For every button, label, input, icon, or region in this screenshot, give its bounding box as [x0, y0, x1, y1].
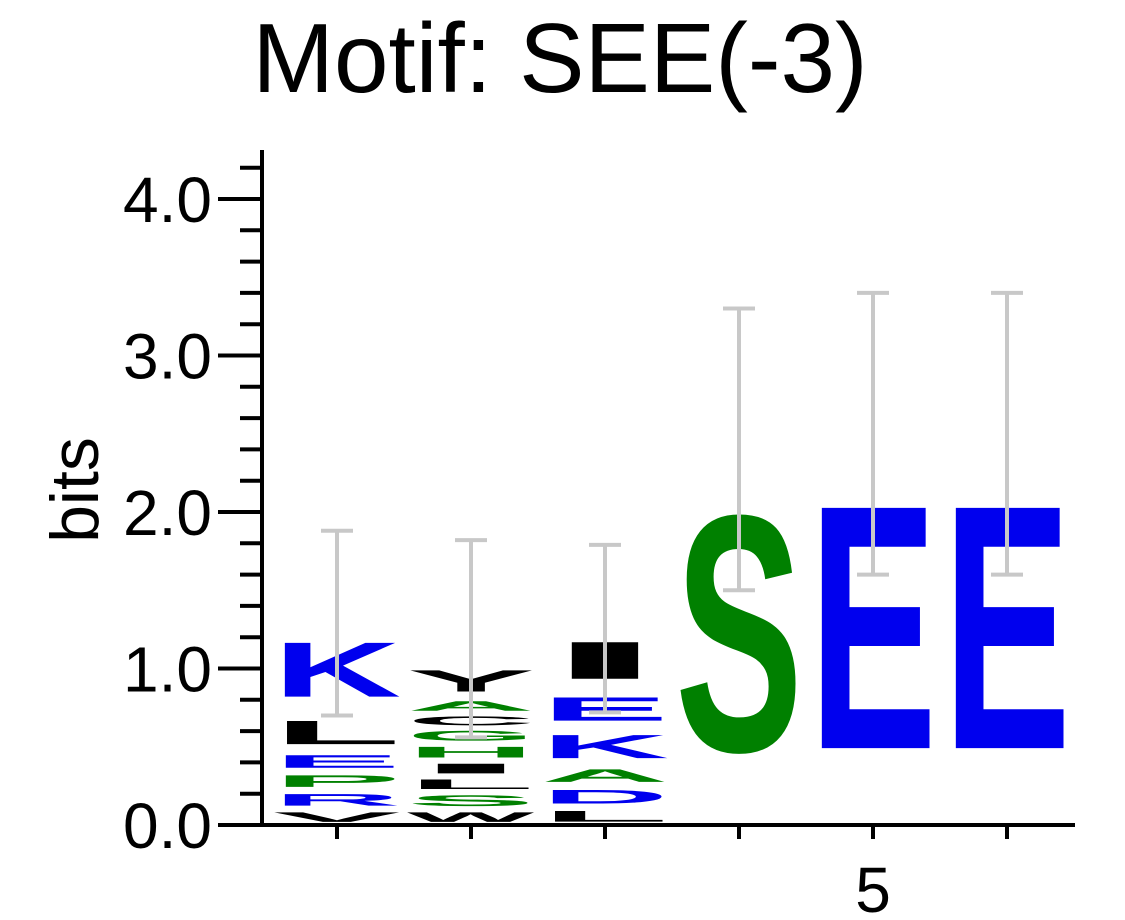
logo-letter-i: I: [407, 761, 535, 777]
logo-letter-k: K: [541, 728, 669, 765]
plot-area: 0.01.02.03.04.05VRPELKWSLIHGCAYLDAKEISEE: [123, 150, 1075, 920]
logo-letter-v: V: [273, 809, 400, 825]
x-tick-label: 5: [855, 854, 891, 920]
logo-letter-s: S: [407, 792, 535, 809]
logo-letter-d: D: [541, 786, 669, 808]
y-tick-label: 3.0: [123, 321, 212, 393]
y-tick-label: 4.0: [123, 164, 212, 236]
error-bar: [321, 528, 353, 718]
error-bar: [589, 542, 621, 715]
logo-letter-a: A: [541, 765, 669, 785]
error-bar: [723, 306, 755, 593]
logo-letter-p: P: [273, 772, 401, 791]
logo-letter-l: L: [273, 714, 401, 752]
y-tick-label: 0.0: [123, 790, 212, 862]
error-bar: [857, 290, 889, 577]
logo-letter-e: E: [273, 751, 401, 771]
chart-title: Motif: SEE(-3): [252, 3, 867, 113]
logo-letter-h: H: [407, 744, 535, 761]
error-bar: [455, 538, 487, 740]
logo-letter-r: R: [273, 790, 401, 809]
y-axis-title: bits: [37, 437, 113, 543]
y-tick-label: 1.0: [123, 634, 212, 706]
error-bar: [991, 290, 1023, 577]
logo-letter-w: W: [407, 809, 535, 825]
logo-letter-l: L: [541, 808, 669, 825]
y-tick-label: 2.0: [123, 477, 212, 549]
logo-letter-l: L: [407, 777, 535, 793]
